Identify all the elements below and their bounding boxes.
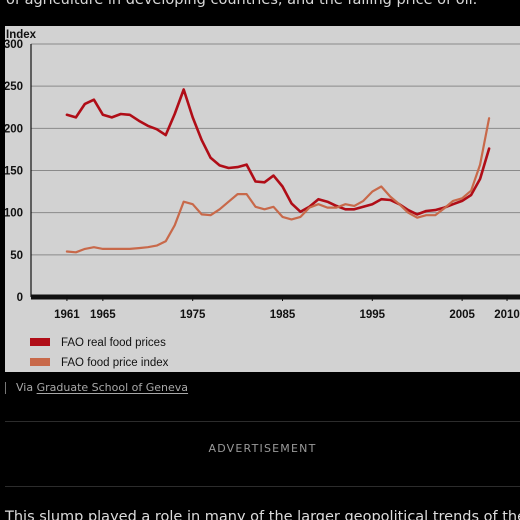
chart-svg: Index 0 50 100 150 200 250 300 1961 1965 1975 198… [5,29,520,369]
image-caption: Via Graduate School of Geneva [5,379,188,397]
x-tick-label: 1995 [360,309,386,321]
caption-source-link[interactable]: Graduate School of Geneva [36,381,189,394]
x-tick-label: 2010 [494,309,520,321]
food-price-chart: Index 0 50 100 150 200 250 300 1961 1965 1975 198… [5,26,520,372]
article-paragraph-intro: of agriculture in developing countries, … [6,0,478,8]
advertisement-label: ADVERTISEMENT [208,442,317,455]
article-paragraph-continuation: This slump played a role in many of the … [5,509,520,520]
y-axis-title: Index [6,29,37,41]
x-tick-label: 1965 [90,309,116,321]
y-tick-labels: 0 50 100 150 200 250 300 [5,39,23,304]
caption-prefix: Via [16,381,34,394]
axes [30,44,520,301]
y-tick-label: 250 [5,81,23,93]
x-tick-label: 1985 [270,309,296,321]
y-tick-label: 150 [5,166,23,178]
legend-label-price-index: FAO food price index [61,357,169,369]
legend-swatch-price-index [30,358,50,366]
y-tick-label: 50 [10,250,23,262]
series-lines [65,88,491,254]
x-tick-label: 1961 [54,309,80,321]
divider-bottom [5,486,520,487]
y-tick-label: 300 [5,39,23,51]
grid-lines [31,43,520,256]
divider-top [5,421,520,422]
x-tick-label: 1975 [180,309,206,321]
x-tick-label: 2005 [449,309,475,321]
x-tick-labels: 1961 1965 1975 1985 1995 2005 2010 [54,309,520,321]
y-tick-label: 200 [5,123,23,135]
y-tick-label: 0 [17,292,23,304]
legend-swatch-real-prices [30,338,50,346]
y-tick-label: 100 [5,208,23,220]
series-line-food-price-index [65,117,491,254]
chart-legend: FAO real food prices FAO food price inde… [30,337,169,369]
legend-label-real-prices: FAO real food prices [61,337,166,349]
caption-divider [5,382,6,394]
series-line-real-food-prices [65,88,491,216]
